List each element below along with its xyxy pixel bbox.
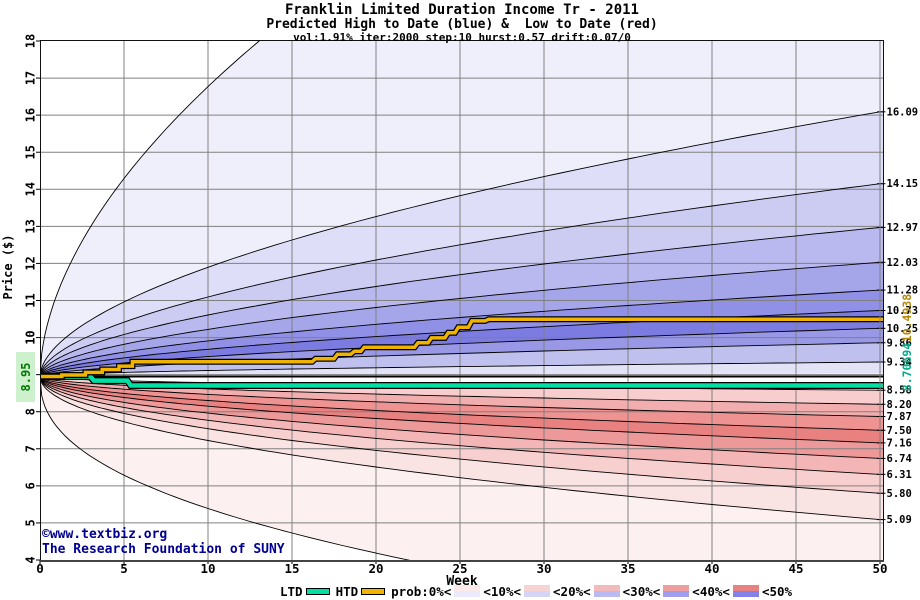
swatch-high-color xyxy=(663,585,690,591)
y-tick-label: 5 xyxy=(24,519,38,526)
ltd-line xyxy=(40,373,884,389)
y-tick-label: 6 xyxy=(24,482,38,489)
legend-ltd-label: LTD xyxy=(280,583,303,599)
percentile-lines xyxy=(40,41,884,560)
percentile-label: 8.58 xyxy=(887,385,912,397)
legend-probability-scale: prob:0%< <10%< <20%< <30%< <40%< <50% xyxy=(391,584,792,599)
percentile-label: 6.74 xyxy=(887,453,912,465)
x-tick-label: 15 xyxy=(284,561,299,576)
start-price-value: 8.95 xyxy=(19,362,33,392)
swatch-high-color xyxy=(593,585,620,591)
chart-subtitle: Predicted High to Date (blue) & Low to D… xyxy=(266,17,658,32)
legend-prob-swatch xyxy=(732,585,759,597)
percentile-label: 12.97 xyxy=(887,222,919,234)
swatch-high-color xyxy=(524,585,551,591)
y-tick-label: 18 xyxy=(24,34,38,48)
y-tick-label: 4 xyxy=(24,556,38,563)
percentile-label: 7.87 xyxy=(887,411,912,423)
chart-title: Franklin Limited Duration Income Tr - 20… xyxy=(284,2,639,18)
footer-credits: ©www.textbiz.org The Research Foundation… xyxy=(42,527,285,557)
legend-prob-label: prob:0%< xyxy=(391,583,452,599)
x-tick-label: 25 xyxy=(452,561,467,576)
percentile-label: 5.80 xyxy=(887,488,912,500)
x-tick-label: 30 xyxy=(536,561,551,576)
x-tick-label: 40 xyxy=(704,561,719,576)
swatch-low-color xyxy=(454,591,481,597)
percentile-label: 14.15 xyxy=(887,178,919,190)
percentile-label: 10.73 xyxy=(887,305,919,317)
chart-params: vol:1.91% iter:2000 step:10 hurst:0.57 d… xyxy=(293,31,631,44)
y-tick-label: 12 xyxy=(24,256,38,270)
y-tick-label: 11 xyxy=(24,293,38,307)
y-tick-label: 8 xyxy=(24,408,38,415)
x-tick-label: 0 xyxy=(36,561,44,576)
y-tick-labels: 456789101112131415161718 xyxy=(24,34,40,564)
legend-ltd-swatch xyxy=(305,587,330,595)
percentile-label: 6.31 xyxy=(887,469,912,481)
legend-prob-label: <10%< xyxy=(483,583,522,599)
legend-prob-label: <30%< xyxy=(622,583,661,599)
swatch-low-color xyxy=(663,591,690,597)
chart-legend: LTD HTD prob:0%< <10%< <20%< <30%< <40%< <50% xyxy=(280,583,792,599)
percentile-label: 7.50 xyxy=(887,425,912,437)
htd-line xyxy=(40,316,884,380)
percentile-label: 8.20 xyxy=(887,399,912,411)
htd-final-value: 10.4938 xyxy=(900,293,914,343)
x-tick-label: 35 xyxy=(620,561,635,576)
percentile-label: 9.86 xyxy=(887,337,912,349)
percentile-label: 7.16 xyxy=(887,437,912,449)
legend-prob-label: <50% xyxy=(761,583,793,599)
copyright-line: ©www.textbiz.org xyxy=(42,527,168,542)
x-tick-label: 5 xyxy=(120,561,128,576)
y-tick-label: 15 xyxy=(24,145,38,159)
legend-prob-swatch xyxy=(454,585,481,597)
ltd-final-value: 8.70694 xyxy=(900,342,914,392)
legend-prob-label: <20%< xyxy=(553,583,591,599)
x-tick-label: 10 xyxy=(200,561,215,576)
fan-bands-low xyxy=(40,376,884,560)
swatch-low-color xyxy=(524,591,551,597)
percentile-labels: 16.09 14.15 12.97 12.03 11.28 10.73 10.25 9.86 9… xyxy=(877,106,918,526)
x-tick-label: 50 xyxy=(872,561,887,576)
legend-prob-label: <40%< xyxy=(692,583,730,599)
swatch-high-color xyxy=(732,585,759,591)
percentile-label: 5.09 xyxy=(887,514,912,526)
legend-prob-swatch xyxy=(524,585,551,597)
percentile-label: 11.28 xyxy=(887,285,919,297)
y-tick-label: 7 xyxy=(24,445,38,452)
x-tick-label: 45 xyxy=(788,561,803,576)
grid-lines xyxy=(40,41,884,560)
percentile-label: 10.25 xyxy=(887,323,919,335)
y-tick-label: 16 xyxy=(24,108,38,122)
legend-prob-swatch xyxy=(663,585,690,597)
y-tick-label: 13 xyxy=(24,219,38,233)
y-tick-label: 14 xyxy=(24,182,38,196)
x-tick-label: 20 xyxy=(368,561,383,576)
institution-line: The Research Foundation of SUNY xyxy=(42,541,285,557)
plot-border xyxy=(40,40,884,562)
swatch-low-color xyxy=(593,591,620,597)
swatch-high-color xyxy=(454,585,481,591)
percentile-label: 9.34 xyxy=(887,357,912,369)
legend-prob-swatch xyxy=(593,585,620,597)
percentile-label: 12.03 xyxy=(887,257,919,269)
legend-htd-swatch xyxy=(361,587,386,595)
start-price-marker xyxy=(16,352,35,402)
swatch-low-color xyxy=(732,591,759,597)
y-tick-label: 17 xyxy=(24,71,38,85)
y-tick-label: 10 xyxy=(24,330,38,344)
legend-htd-label: HTD xyxy=(335,583,359,599)
y-axis-label: Price ($) xyxy=(1,234,15,300)
percentile-label: 16.09 xyxy=(887,106,919,118)
